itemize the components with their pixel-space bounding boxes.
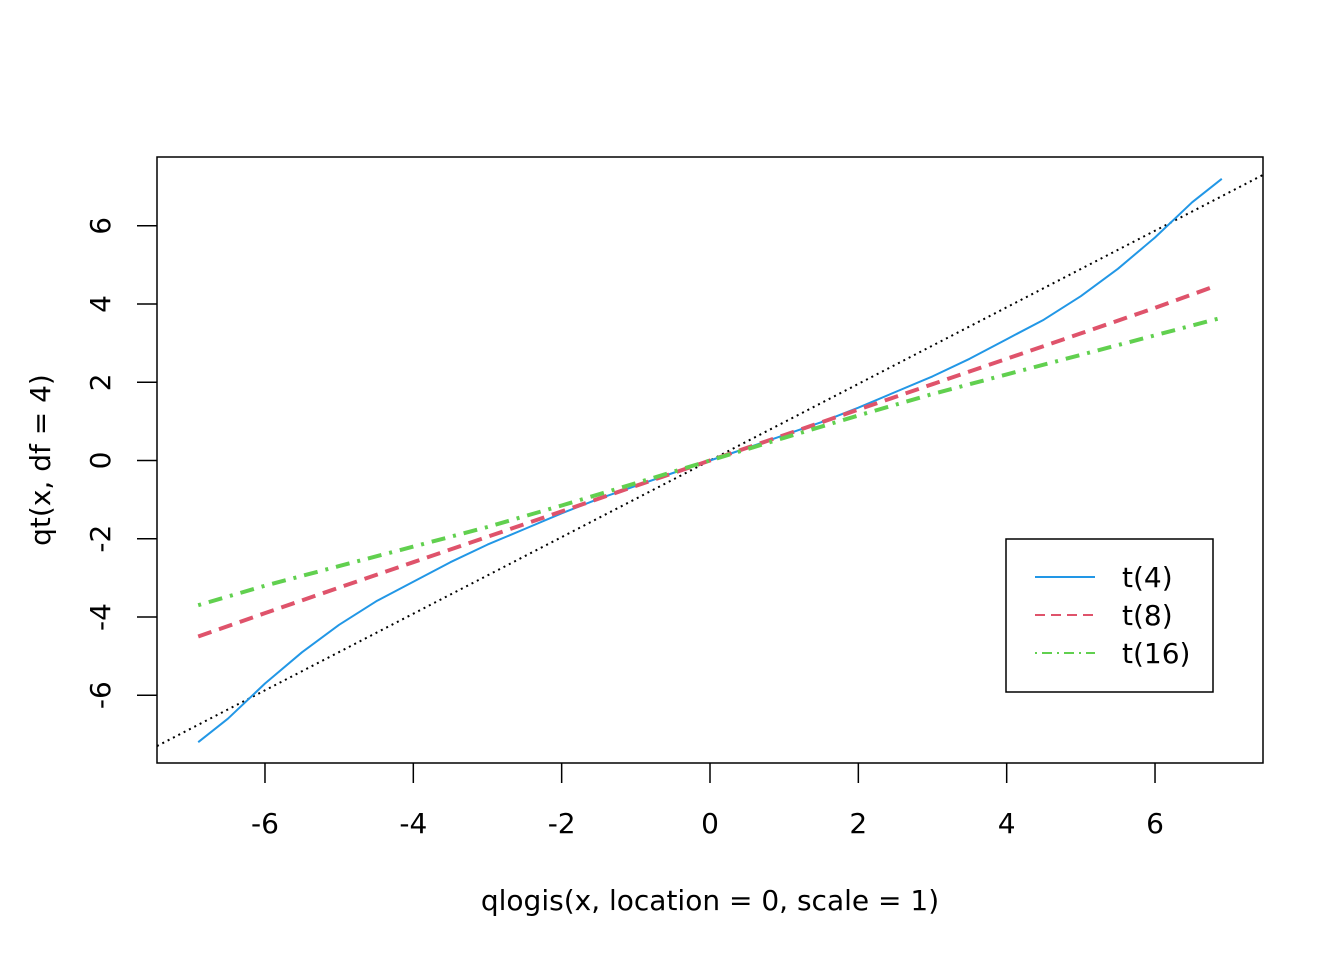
x-tick-label: 4 — [998, 807, 1016, 840]
x-tick-label: 2 — [849, 807, 867, 840]
y-tick-label: -6 — [84, 681, 117, 709]
y-axis: -6 -4 -2 0 2 4 6 — [84, 217, 157, 709]
x-tick-label: -6 — [251, 807, 279, 840]
x-tick-label: 6 — [1146, 807, 1164, 840]
x-axis: -6 -4 -2 0 2 4 6 — [251, 763, 1164, 840]
y-tick-label: 2 — [84, 373, 117, 391]
y-tick-label: 4 — [84, 295, 117, 313]
x-axis-label: qlogis(x, location = 0, scale = 1) — [481, 884, 939, 917]
series-group — [197, 178, 1223, 743]
legend-label-3: t(16) — [1122, 637, 1190, 670]
x-tick-label: 0 — [701, 807, 719, 840]
x-tick-label: -4 — [399, 807, 427, 840]
y-axis-label: qt(x, df = 4) — [24, 374, 57, 546]
y-tick-label: 6 — [84, 217, 117, 235]
legend: t(4) t(8) t(16) — [1005, 538, 1214, 693]
series-line-2 — [197, 284, 1216, 639]
x-tick-label: -2 — [548, 807, 576, 840]
series-line-3 — [197, 315, 1223, 608]
y-tick-label: -2 — [84, 525, 117, 553]
y-tick-label: -4 — [84, 603, 117, 631]
legend-label-1: t(4) — [1122, 561, 1173, 594]
legend-label-2: t(8) — [1122, 599, 1173, 632]
y-tick-label: 0 — [84, 452, 117, 470]
